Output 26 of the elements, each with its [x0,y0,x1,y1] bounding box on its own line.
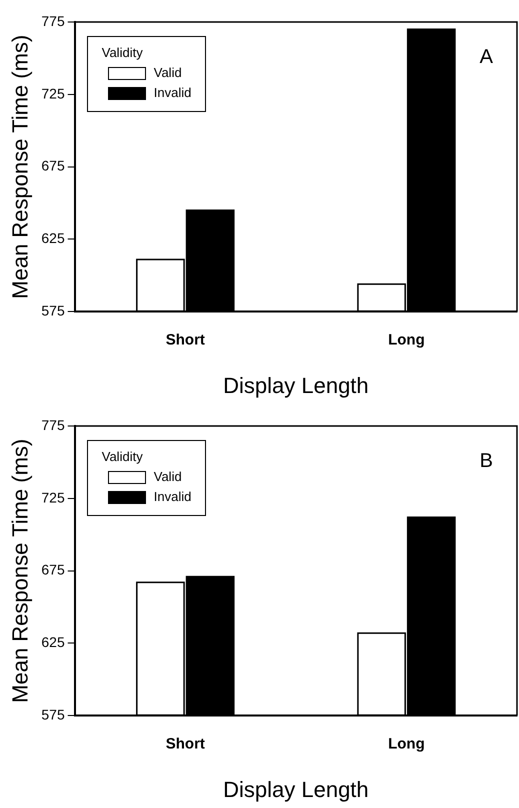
y-axis-title: Mean Response Time (ms) [7,34,32,299]
x-tick-label: Short [166,332,205,349]
x-axis-title: Display Length [223,776,369,802]
y-tick-label: 575 [41,302,65,318]
x-tick-label: Long [388,332,425,349]
y-tick-label: 625 [41,230,65,246]
y-tick-label: 575 [41,706,65,722]
annotation: B [480,450,493,473]
y-tick-label: 725 [41,85,65,102]
y-tick-label: 775 [41,12,65,29]
y-tick-label: 725 [41,489,65,506]
legend-label: Valid [154,64,182,82]
y-tick-label: 625 [41,634,65,650]
legend-title: Validity [102,44,144,62]
legend-label: Invalid [154,488,192,506]
y-axis-title: Mean Response Time (ms) [7,438,32,703]
x-tick-label: Short [166,736,205,753]
legend-label: Valid [154,468,182,486]
legend-title: Validity [102,448,144,466]
y-tick-label: 675 [41,158,65,174]
annotation: A [480,46,493,69]
y-tick-label: 675 [41,562,65,578]
x-axis-title: Display Length [223,372,369,398]
y-tick-label: 775 [41,416,65,433]
legend-label: Invalid [154,84,192,102]
x-tick-label: Long [388,736,425,753]
